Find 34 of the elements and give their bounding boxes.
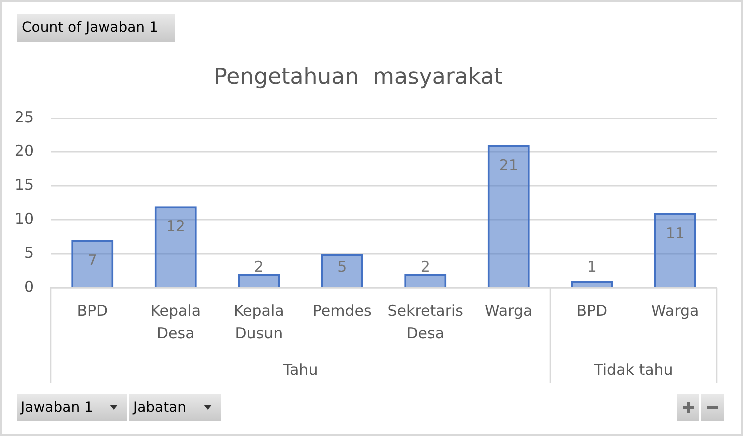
data-label: 12	[166, 217, 186, 236]
axis-field-button: Jawaban 1	[17, 394, 128, 421]
data-label: 21	[499, 156, 518, 174]
axis-field-button: Jabatan	[129, 394, 221, 421]
x-tick-label: Kepala Desa	[150, 302, 202, 343]
y-tick-label: 25	[14, 108, 34, 126]
data-label: 2	[420, 258, 430, 276]
text: Tahu	[282, 360, 318, 379]
y-tick-label: 10	[14, 210, 34, 228]
chart-title: Pengetahuan masyarakat	[214, 64, 504, 90]
x-tick-label: Sekretaris Desa	[388, 302, 464, 343]
x-tick-label: Pemdes	[312, 302, 372, 320]
x-tick-label: BPD	[77, 302, 108, 320]
bar	[238, 274, 280, 288]
data-label: 5	[338, 258, 348, 276]
data-label: 7	[88, 251, 98, 270]
data-label: 11	[666, 224, 685, 242]
y-tick-label: 5	[24, 244, 34, 262]
x-tick-label: Warga	[652, 302, 700, 320]
data-label: 1	[587, 258, 597, 276]
x-tick-label: BPD	[576, 302, 608, 320]
bar	[154, 206, 197, 288]
bar	[404, 274, 447, 288]
data-label: 2	[254, 258, 264, 276]
x-tick-label: Kepala Dusun	[234, 302, 284, 343]
y-tick-label: 20	[14, 142, 34, 160]
x-tick-label: Warga	[485, 302, 533, 320]
bar	[654, 213, 696, 288]
value-field-button: Count of Jawaban 1	[17, 14, 176, 42]
text: Tidak tahu	[593, 360, 674, 379]
y-tick-label: 15	[14, 176, 34, 194]
y-tick-label: 0	[24, 278, 34, 296]
bar	[571, 281, 614, 288]
bar	[488, 146, 530, 288]
